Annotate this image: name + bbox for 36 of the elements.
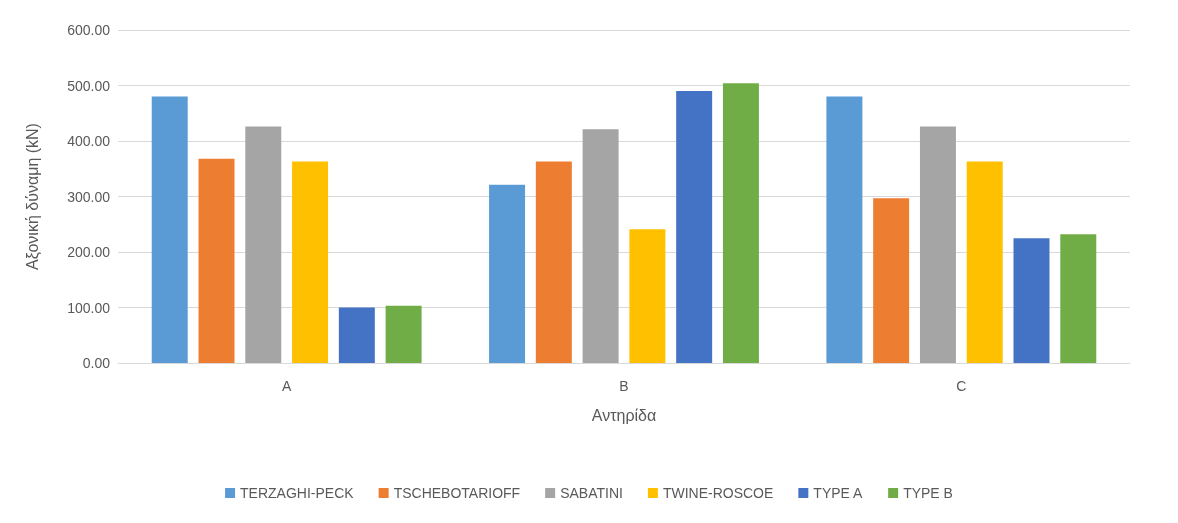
y-axis-title: Αξονική δύναμη (kN) [23, 123, 42, 270]
bar [151, 96, 188, 363]
bar [629, 229, 666, 363]
legend-label: TYPE A [813, 485, 864, 501]
y-tick-label: 200.00 [67, 244, 111, 260]
bar [1060, 234, 1097, 363]
bar [966, 161, 1003, 363]
legend-label: TWINE-ROSCOE [662, 485, 774, 501]
bar [489, 184, 526, 363]
bar [338, 307, 375, 363]
bar [582, 129, 619, 363]
y-tick-label: 500.00 [67, 77, 111, 94]
x-axis-title: Αντηρίδα [591, 406, 657, 424]
legend-label: TYPE B [903, 485, 953, 501]
legend-label: TERZAGHI-PECK [240, 485, 355, 501]
bar [535, 161, 572, 363]
bar [826, 96, 863, 363]
bar [873, 198, 910, 363]
bar [919, 126, 956, 363]
y-tick-label: 400.00 [67, 133, 111, 149]
y-tick-label: 0.00 [82, 355, 111, 371]
bar [245, 126, 282, 363]
y-tick-label: 600.00 [67, 22, 111, 38]
y-tick-label: 100.00 [67, 299, 111, 316]
y-tick-label: 300.00 [67, 188, 111, 205]
bar [1013, 238, 1050, 363]
x-tick-label: C [956, 378, 967, 394]
legend-label: SABATINI [560, 485, 623, 501]
bar [722, 83, 759, 363]
x-tick-label: B [619, 378, 629, 394]
bar [385, 305, 422, 363]
x-tick-label: A [281, 378, 292, 394]
bar [292, 161, 329, 363]
bar [676, 91, 713, 363]
bar [198, 158, 235, 363]
legend-label: TSCHEBOTARIOFF [393, 485, 521, 501]
